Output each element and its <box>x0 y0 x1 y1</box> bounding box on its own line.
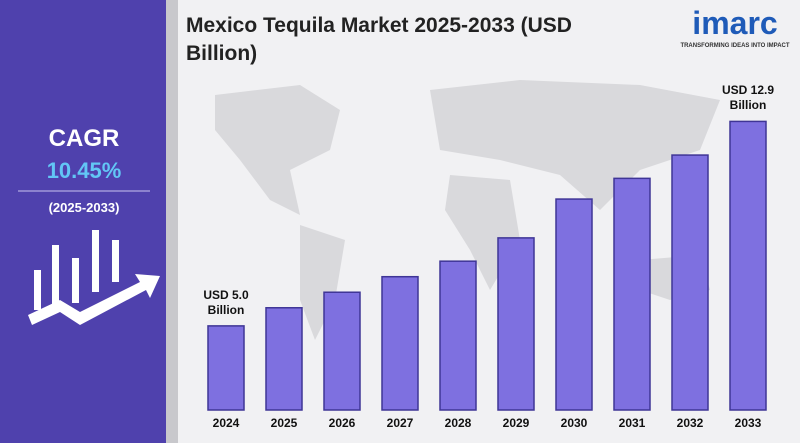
growth-icon <box>28 230 160 325</box>
bar <box>265 307 303 411</box>
value-label: USD 5.0 Billion <box>203 287 249 317</box>
x-tick-label: 2031 <box>619 416 646 430</box>
bar <box>207 325 245 411</box>
x-tick-label: 2026 <box>329 416 356 430</box>
bar <box>613 177 651 411</box>
cagr-value: 10.45% <box>47 158 122 183</box>
bar <box>497 237 535 411</box>
x-tick-label: 2025 <box>271 416 298 430</box>
bar <box>729 120 767 411</box>
x-tick-label: 2032 <box>677 416 704 430</box>
bar <box>323 291 361 411</box>
bar <box>555 198 593 411</box>
value-label: USD 12.9 Billion <box>721 83 775 113</box>
x-tick-label: 2030 <box>561 416 588 430</box>
x-tick-label: 2027 <box>387 416 414 430</box>
cagr-period: (2025-2033) <box>49 200 120 215</box>
x-tick-label: 2024 <box>213 416 240 430</box>
cagr-label: CAGR <box>49 125 120 152</box>
side-panel <box>0 0 166 443</box>
x-tick-label: 2028 <box>445 416 472 430</box>
separator <box>166 0 178 443</box>
logo-tagline: TRANSFORMING IDEAS INTO IMPACT <box>680 43 789 49</box>
x-tick-label: 2033 <box>735 416 762 430</box>
logo: imarc <box>692 5 777 41</box>
bar <box>671 154 709 411</box>
chart-title: Mexico Tequila Market 2025-2033 (USD Bil… <box>186 14 572 65</box>
bar <box>381 275 419 411</box>
bar <box>439 260 477 411</box>
x-tick-label: 2029 <box>503 416 530 430</box>
